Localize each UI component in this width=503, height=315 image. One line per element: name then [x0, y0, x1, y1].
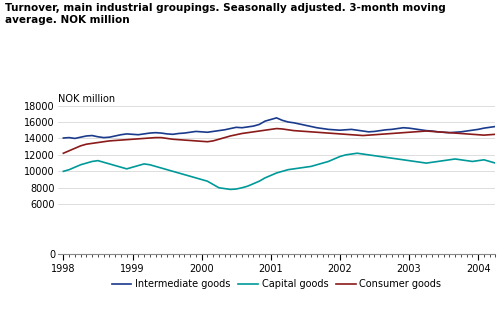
Intermediate goods [274, 116, 280, 120]
Consumer goods [135, 137, 141, 141]
Capital goods [354, 151, 360, 155]
Capital goods [389, 156, 395, 160]
Capital goods [204, 179, 210, 183]
Intermediate goods [141, 132, 147, 136]
Line: Consumer goods: Consumer goods [63, 129, 503, 153]
Capital goods [89, 160, 95, 163]
Intermediate goods [95, 135, 101, 139]
Consumer goods [250, 130, 257, 134]
Intermediate goods [72, 136, 78, 140]
Intermediate goods [256, 123, 262, 126]
Capital goods [60, 169, 66, 173]
Intermediate goods [389, 128, 395, 131]
Text: Turnover, main industrial groupings. Seasonally adjusted. 3-month moving
average: Turnover, main industrial groupings. Sea… [5, 3, 446, 25]
Line: Intermediate goods: Intermediate goods [63, 118, 503, 138]
Consumer goods [274, 127, 280, 130]
Capital goods [135, 164, 141, 168]
Intermediate goods [297, 122, 303, 126]
Intermediate goods [60, 136, 66, 140]
Capital goods [291, 167, 297, 171]
Consumer goods [291, 129, 297, 133]
Consumer goods [204, 140, 210, 144]
Consumer goods [89, 141, 95, 145]
Line: Capital goods: Capital goods [63, 153, 503, 189]
Consumer goods [383, 132, 389, 136]
Consumer goods [60, 151, 66, 155]
Text: NOK million: NOK million [58, 94, 115, 104]
Legend: Intermediate goods, Capital goods, Consumer goods: Intermediate goods, Capital goods, Consu… [108, 275, 445, 293]
Capital goods [256, 179, 262, 183]
Intermediate goods [210, 129, 216, 133]
Capital goods [227, 187, 233, 191]
